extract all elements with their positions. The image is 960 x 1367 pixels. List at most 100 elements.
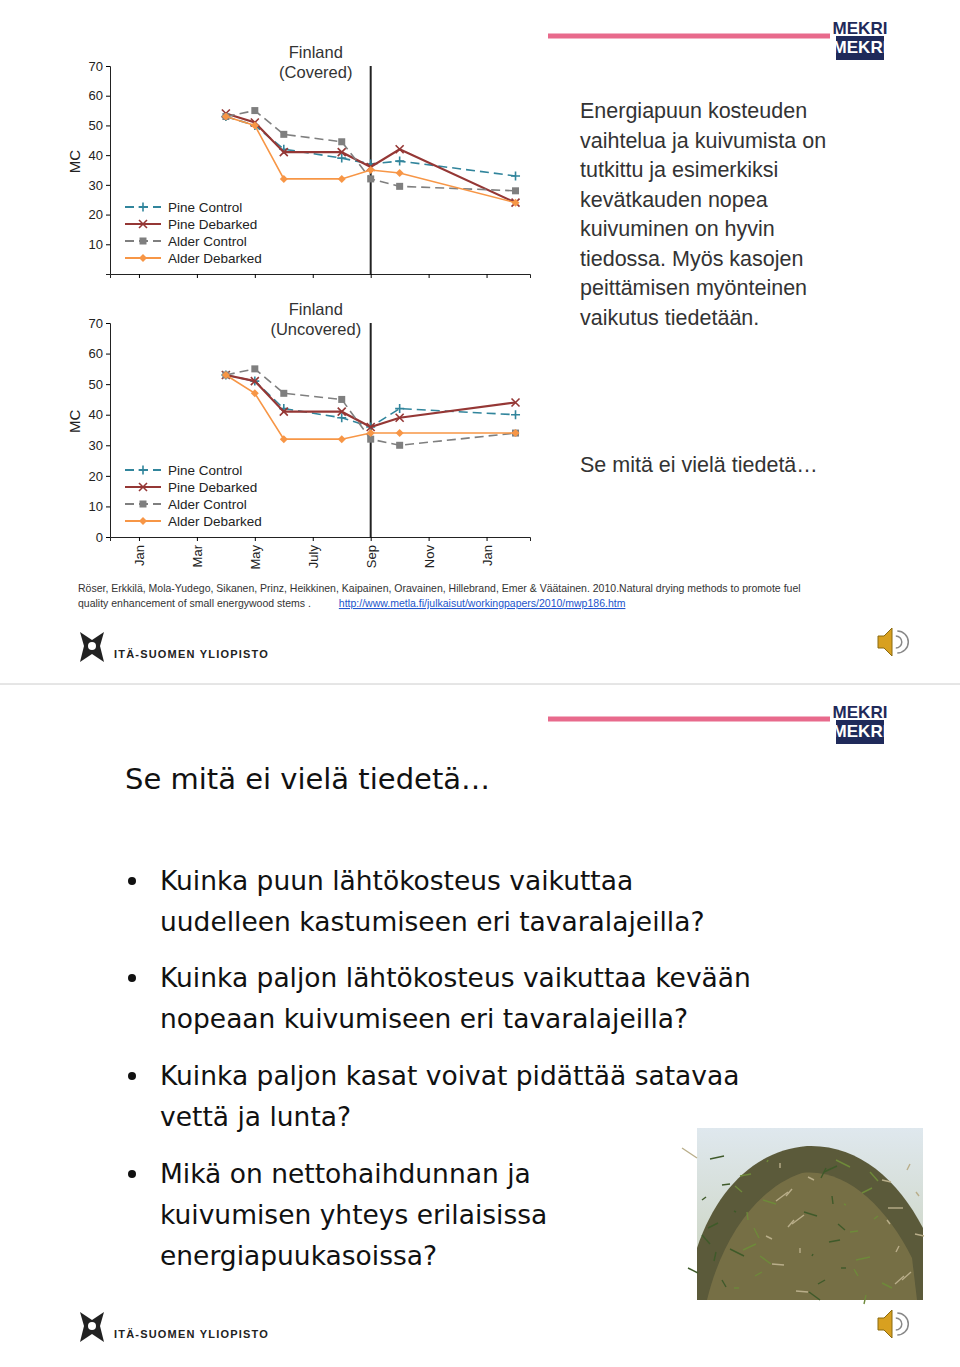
marker-shape	[396, 145, 404, 153]
chart: 10203040506070Finland(Covered)MCPine Con…	[66, 43, 531, 278]
marker-shape	[140, 501, 147, 508]
x-tick	[255, 274, 256, 278]
legend-entry: Alder Debarked	[125, 514, 262, 529]
photo-twig	[779, 1163, 780, 1168]
legend-label: Alder Debarked	[168, 251, 262, 266]
series-marker	[280, 408, 288, 416]
series-marker	[511, 171, 520, 180]
photo-twig	[888, 1207, 903, 1208]
y-tick-label: 40	[89, 407, 103, 422]
bullet-text: Kuinka puun lähtökosteus vaikuttaa	[160, 865, 633, 896]
series-marker	[338, 138, 345, 145]
marker-shape	[396, 414, 404, 422]
x-tick	[139, 274, 140, 278]
photo-twig	[838, 1224, 845, 1230]
y-tick-label: 40	[89, 148, 103, 163]
marker-shape	[222, 113, 230, 121]
series-marker	[367, 166, 375, 174]
bullet-text: Kuinka paljon kasat voivat pidättää sata…	[160, 1060, 740, 1091]
series-marker	[221, 112, 230, 121]
y-tick: 10	[89, 237, 110, 252]
series-marker	[512, 398, 520, 406]
marker-shape	[338, 435, 346, 443]
marker-shape	[251, 121, 259, 129]
y-tick-label: 30	[89, 178, 103, 193]
y-tick-mark	[106, 215, 110, 216]
photo	[682, 1128, 924, 1304]
x-axis	[111, 274, 531, 278]
x-tick-label: May	[248, 545, 263, 570]
series-marker	[280, 148, 288, 156]
series-marker	[280, 435, 288, 443]
marker-shape	[280, 408, 288, 416]
x-tick	[487, 274, 488, 278]
bullet-dot	[128, 1170, 136, 1178]
logo-text: MEKRI	[833, 703, 888, 722]
marker-shape	[396, 169, 404, 177]
x-tick: Sep	[364, 537, 379, 568]
legend-marker	[139, 483, 147, 491]
photo-twig	[702, 1235, 710, 1244]
body-text: vaihtelua ja kuivumista on	[580, 129, 826, 153]
y-tick-mark	[106, 185, 110, 186]
series-marker	[512, 199, 520, 207]
photo-twig	[754, 1228, 759, 1238]
y-tick-label: 30	[89, 438, 103, 453]
x-tick-label: July	[306, 545, 321, 569]
university-icon	[80, 1312, 104, 1342]
bullet-text: energiapuukasoissa?	[160, 1240, 437, 1271]
photo-twig	[796, 1291, 808, 1292]
x-tick-mark	[197, 537, 198, 541]
logo-text: MEKRI	[833, 38, 888, 57]
photo-twig	[799, 1248, 800, 1253]
photo-twig	[874, 1216, 878, 1219]
photo-twig	[808, 1177, 814, 1180]
series-line	[226, 369, 516, 445]
photo-twig	[763, 1200, 776, 1204]
y-tick: 60	[89, 346, 110, 361]
legend-entry: Pine Control	[125, 463, 242, 478]
y-tick-label: 50	[89, 118, 103, 133]
marker-shape	[139, 517, 147, 525]
speaker-wave	[897, 1313, 908, 1335]
marker-shape	[280, 175, 288, 183]
x-tick-mark	[139, 537, 140, 541]
y-axis-label: MC	[66, 150, 83, 173]
photo-twig	[682, 1148, 697, 1158]
x-tick-mark	[429, 537, 430, 541]
series-marker	[396, 414, 404, 422]
icon-shape	[88, 1322, 96, 1330]
marker-shape	[396, 183, 403, 190]
photo-twig	[755, 1272, 762, 1276]
bullet-dot	[128, 877, 136, 885]
x-tick-mark	[371, 274, 372, 278]
legend-label: Pine Control	[168, 463, 242, 478]
marker-shape	[280, 131, 287, 138]
photo-twig	[841, 1267, 846, 1268]
series-marker	[221, 370, 230, 379]
photo-twig	[772, 1264, 784, 1265]
marker-shape	[280, 435, 288, 443]
photo-twig	[836, 1160, 850, 1167]
y-tick: 50	[89, 377, 110, 392]
x-tick-label: Jan	[480, 545, 495, 566]
body-text: tutkittu ja esimerkiksi	[580, 158, 778, 182]
body-text: vaikutus tiedetään.	[580, 306, 759, 330]
x-tick	[371, 274, 372, 278]
photo-pile	[697, 1146, 923, 1300]
photo-twig	[882, 1180, 891, 1182]
marker-shape	[338, 408, 346, 416]
y-tick-label: 60	[89, 346, 103, 361]
y-tick-mark	[106, 96, 110, 97]
marker-shape	[222, 371, 230, 379]
series-marker	[251, 107, 258, 114]
marker-shape	[512, 430, 519, 437]
y-tick-label: 20	[89, 207, 103, 222]
photo-twig	[809, 1292, 820, 1300]
marker-shape	[396, 442, 403, 449]
y-tick-label: 70	[89, 59, 103, 74]
marker-shape	[512, 199, 520, 207]
photo-twig	[907, 1164, 910, 1170]
x-tick-mark	[371, 537, 372, 541]
photo-twig	[792, 1215, 804, 1224]
